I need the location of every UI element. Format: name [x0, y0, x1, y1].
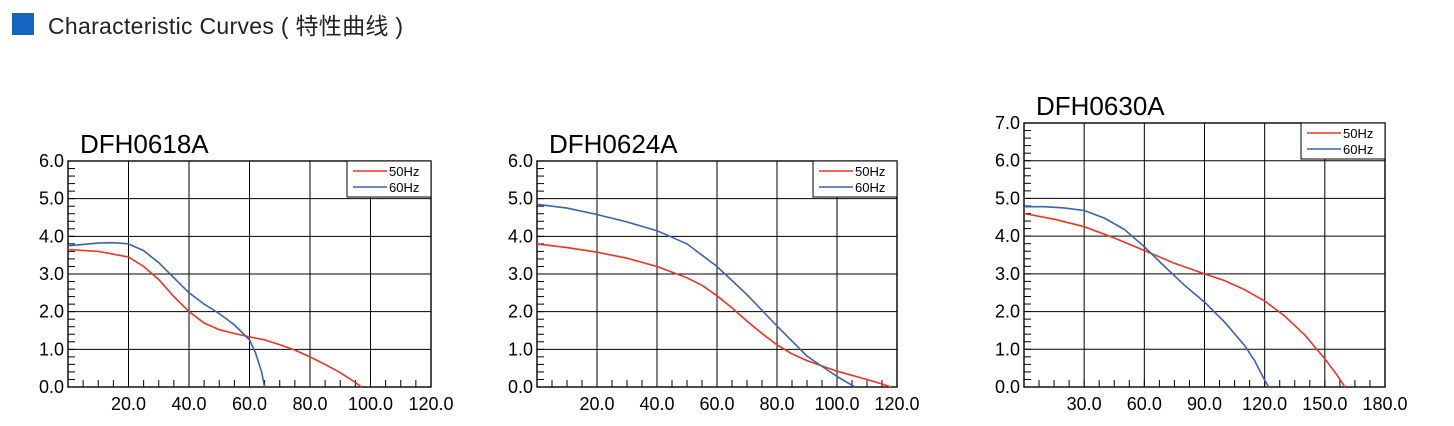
series-line-60hz [67, 241, 266, 388]
x-tick-label: 20.0 [579, 394, 614, 414]
x-tick-label: 100.0 [814, 394, 859, 414]
plot-frame [67, 160, 432, 388]
legend-label: 60Hz [389, 180, 419, 195]
y-tick-label: 1.0 [995, 339, 1020, 359]
x-tick-label: 40.0 [171, 394, 206, 414]
y-tick-label: 3.0 [508, 264, 533, 284]
y-tick-label: 5.0 [39, 189, 64, 209]
y-tick-label: 4.0 [39, 226, 64, 246]
section-title: Characteristic Curves ( 特性曲线 ) [48, 13, 404, 39]
y-tick-label: 1.0 [39, 339, 64, 359]
chart-title: DFH0630A [1036, 91, 1165, 121]
series-line-50hz [536, 243, 892, 388]
y-tick-label: 0.0 [995, 377, 1020, 397]
chart-3: DFH0630A 0.0 1.0 2.0 3.0 4.0 5.0 6.0 7.0 30.0 60.0… [995, 91, 1408, 414]
series-line-50hz [1023, 212, 1346, 388]
y-tick-label: 6.0 [508, 151, 533, 171]
y-tick-label: 1.0 [508, 339, 533, 359]
x-tick-label: 180.0 [1362, 394, 1407, 414]
legend-label: 60Hz [1343, 142, 1373, 157]
x-tick-label: 20.0 [111, 394, 146, 414]
x-tick-label: 60.0 [699, 394, 734, 414]
y-tick-label: 6.0 [995, 151, 1020, 171]
series-line-60hz [536, 203, 856, 388]
x-tick-label: 60.0 [1127, 394, 1162, 414]
legend-label: 50Hz [855, 164, 885, 179]
y-tick-label: 2.0 [39, 302, 64, 322]
chart-2: DFH0624A 0.0 1.0 2.0 3.0 4.0 5.0 6.0 20.0 40.0 60.… [508, 129, 920, 414]
section-header: Characteristic Curves ( 特性曲线 ) [12, 6, 403, 42]
y-tick-label: 2.0 [995, 302, 1020, 322]
series-line-50hz [67, 248, 362, 388]
chart-title: DFH0624A [549, 129, 678, 159]
x-tick-label: 80.0 [759, 394, 794, 414]
y-tick-label: 7.0 [995, 113, 1020, 133]
x-tick-label: 150.0 [1302, 394, 1347, 414]
x-tick-label: 80.0 [292, 394, 327, 414]
y-tick-label: 0.0 [508, 377, 533, 397]
x-tick-label: 120.0 [1242, 394, 1287, 414]
legend-label: 60Hz [855, 180, 885, 195]
x-tick-label: 60.0 [232, 394, 267, 414]
plot-frame [536, 160, 898, 388]
x-tick-label: 120.0 [874, 394, 919, 414]
x-tick-label: 40.0 [639, 394, 674, 414]
y-tick-label: 2.0 [508, 302, 533, 322]
y-tick-label: 4.0 [508, 226, 533, 246]
y-tick-label: 3.0 [39, 264, 64, 284]
legend-label: 50Hz [389, 164, 419, 179]
chart-1: DFH0618A 0.0 1.0 2.0 3.0 4.0 5.0 6.0 20.0 40.0 60.… [39, 129, 454, 414]
legend-label: 50Hz [1343, 126, 1373, 141]
chart-title: DFH0618A [80, 129, 209, 159]
legend-box [812, 160, 898, 198]
legend-box [1300, 122, 1386, 160]
y-tick-label: 0.0 [39, 377, 64, 397]
plot-frame [1023, 122, 1386, 388]
y-tick-label: 5.0 [995, 188, 1020, 208]
series-line-60hz [1024, 205, 1270, 388]
legend-box [346, 160, 432, 198]
x-tick-label: 100.0 [348, 394, 393, 414]
section-marker-icon [12, 13, 34, 35]
y-tick-label: 6.0 [39, 151, 64, 171]
y-tick-label: 3.0 [995, 264, 1020, 284]
x-tick-label: 90.0 [1187, 394, 1222, 414]
x-tick-label: 120.0 [408, 394, 453, 414]
y-tick-label: 5.0 [508, 189, 533, 209]
y-tick-label: 4.0 [995, 226, 1020, 246]
x-tick-label: 30.0 [1067, 394, 1102, 414]
